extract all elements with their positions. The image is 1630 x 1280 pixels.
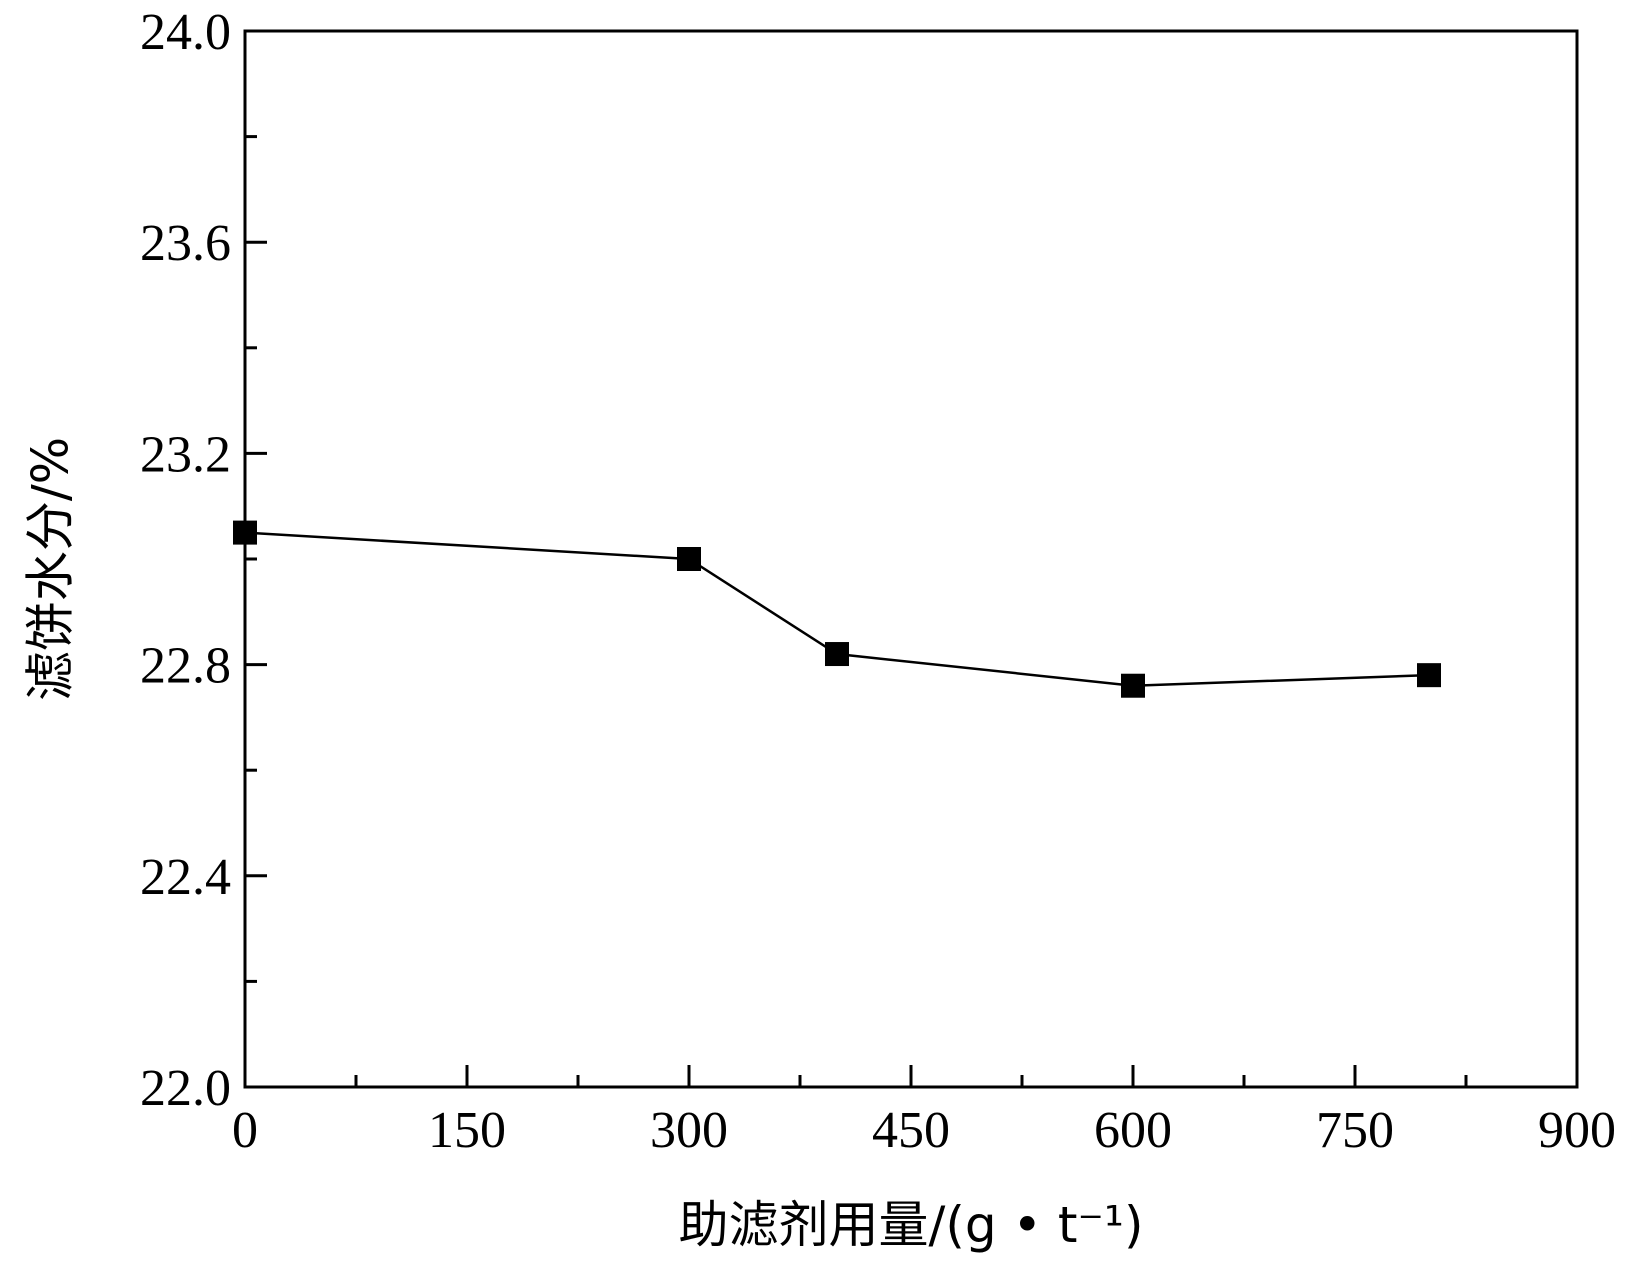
y-tick-label: 22.0 [140, 1060, 231, 1117]
x-tick-label: 750 [1316, 1102, 1394, 1159]
x-tick-label: 600 [1094, 1102, 1172, 1159]
tick-labels-layer: 0 150 300 450 600 750 900 22.0 22.4 22.8 23.2 23.6 2… [140, 4, 1616, 1159]
y-tick-label: 23.2 [140, 426, 231, 483]
x-tick-label: 450 [872, 1102, 950, 1159]
x-tick-label: 300 [650, 1102, 728, 1159]
y-axis-title: 滤饼水分/% [22, 437, 80, 701]
data-point-marker [825, 642, 849, 667]
x-tick-label: 0 [232, 1102, 258, 1159]
series-layer [233, 520, 1441, 698]
y-tick-label: 22.4 [140, 849, 231, 906]
ticks-layer [243, 29, 1579, 1089]
plot-frame [243, 29, 1579, 1089]
y-tick-label: 23.6 [140, 215, 231, 272]
data-point-marker [1121, 673, 1145, 698]
y-tick-label: 22.8 [140, 638, 231, 695]
x-axis-title: 助滤剂用量/(g • t⁻¹) [679, 1196, 1144, 1254]
y-tick-label: 24.0 [140, 4, 231, 61]
data-point-marker [1417, 663, 1441, 688]
x-tick-label: 900 [1538, 1102, 1616, 1159]
x-tick-label: 150 [428, 1102, 506, 1159]
data-point-marker [677, 547, 701, 571]
